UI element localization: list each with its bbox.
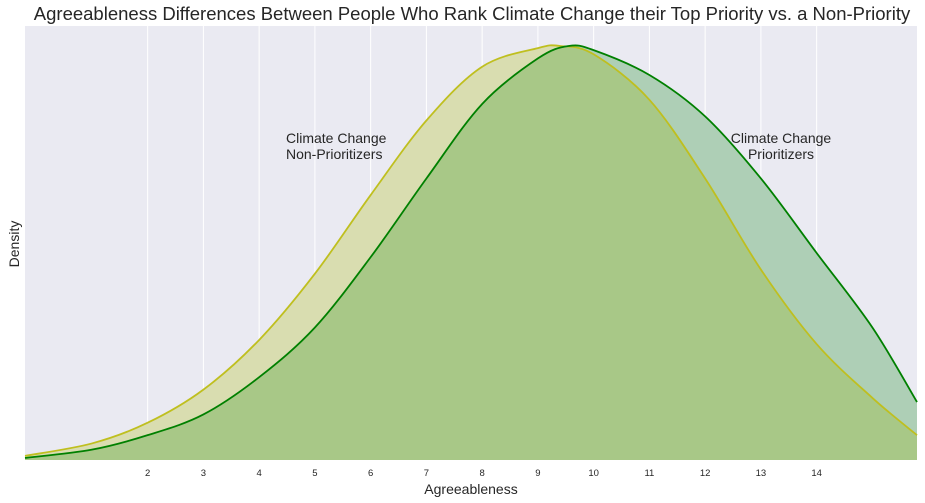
x-tick-label: 8 (480, 468, 485, 479)
density-line-series-1 (24, 44, 918, 457)
annotation-label: Prioritizers (748, 146, 814, 162)
chart-title: Agreeableness Differences Between People… (34, 3, 911, 24)
x-tick-label: 6 (368, 468, 373, 479)
x-axis-label: Agreeableness (424, 481, 517, 497)
x-tick-label: 5 (312, 468, 317, 479)
x-tick-label: 4 (257, 468, 262, 479)
x-tick-label: 3 (201, 468, 206, 479)
density-lines (24, 44, 918, 459)
y-axis-label: Density (6, 221, 22, 268)
x-tick-label: 2 (145, 468, 150, 479)
x-tick-label: 11 (644, 468, 654, 479)
x-tick-label: 13 (756, 468, 767, 479)
density-line-series-2 (24, 44, 918, 459)
x-tick-label: 9 (535, 468, 540, 479)
x-tick-labels: 2 3 4 5 6 7 8 9 10 11 12 13 14 (145, 468, 822, 479)
x-tick-label: 7 (424, 468, 429, 479)
annotation-label: Non-Prioritizers (286, 146, 382, 162)
annotation-label: Climate Change (286, 130, 387, 146)
annotation-label: Climate Change (731, 130, 832, 146)
density-areas (25, 45, 917, 461)
x-tick-label: 10 (588, 468, 599, 479)
x-tick-label: 14 (811, 468, 822, 479)
x-tick-label: 12 (700, 468, 711, 479)
